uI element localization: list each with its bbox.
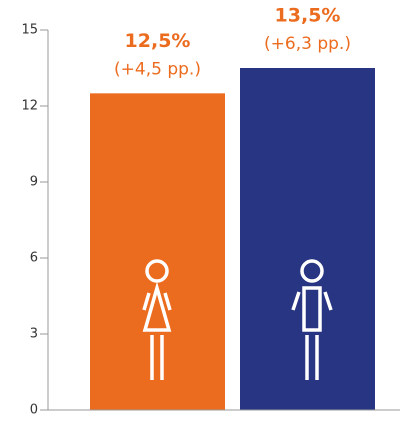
female-icon xyxy=(142,259,172,380)
marks xyxy=(90,68,375,410)
y-tick-label: 3 xyxy=(30,327,38,342)
value-label: 12,5% xyxy=(125,30,191,52)
y-tick-label: 6 xyxy=(30,251,38,266)
male-icon xyxy=(291,259,333,380)
y-tick-label: 15 xyxy=(21,23,38,38)
annotation: (+6,3 pp.) xyxy=(264,34,351,54)
y-tick-label: 0 xyxy=(30,403,38,418)
bar xyxy=(90,93,225,410)
y-tick-label: 12 xyxy=(21,99,38,114)
value-label: 13,5% xyxy=(275,5,341,27)
annotation: (+4,5 pp.) xyxy=(114,59,201,79)
y-tick-label: 9 xyxy=(30,175,38,190)
